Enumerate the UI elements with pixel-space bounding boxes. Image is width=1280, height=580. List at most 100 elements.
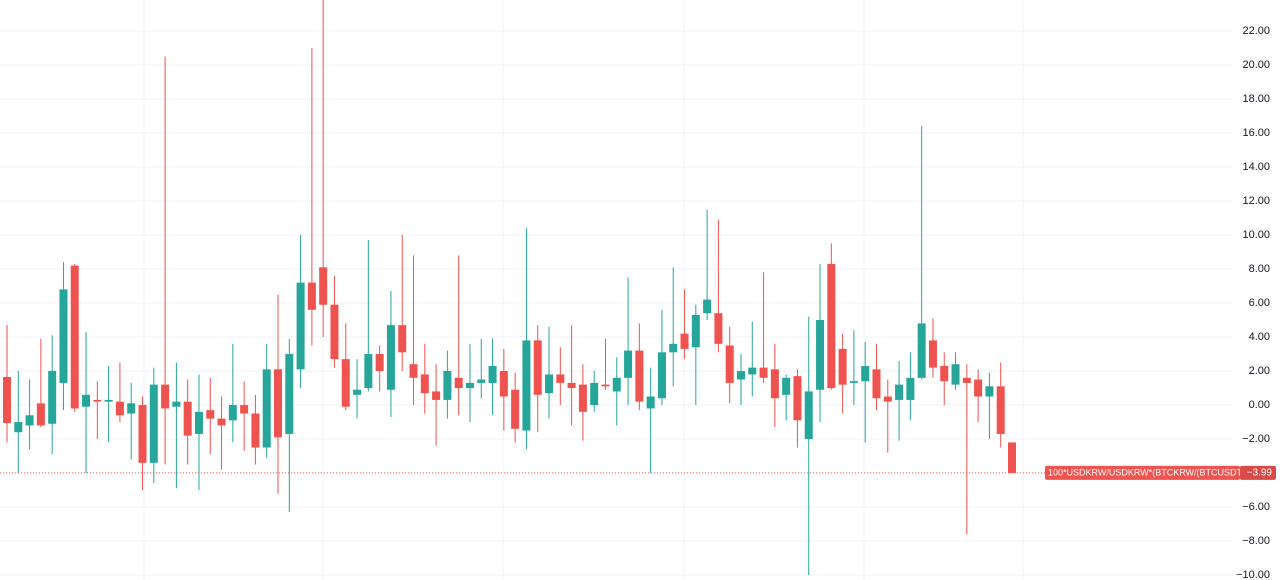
candle-body [861, 365, 870, 382]
candle-body [375, 354, 384, 372]
y-tick-label: −8.00 [1242, 535, 1270, 547]
candle-body [827, 263, 836, 389]
y-tick-label: 20.00 [1242, 59, 1270, 71]
candle-body [985, 386, 994, 397]
candle-body [93, 399, 102, 402]
candle-body [14, 422, 23, 433]
candle-body [443, 371, 452, 400]
y-tick-label: 4.00 [1249, 331, 1270, 343]
candle-body [533, 340, 542, 395]
candle-body [996, 386, 1005, 434]
candle-body [70, 265, 79, 409]
candle-body [703, 299, 712, 314]
y-tick-label: −2.00 [1242, 433, 1270, 445]
candle-body [669, 343, 678, 353]
candle-body [104, 399, 113, 402]
candle-body [635, 350, 644, 402]
last-name-box [1045, 465, 1240, 480]
y-tick-label: 8.00 [1249, 263, 1270, 275]
candle-body [793, 376, 802, 421]
last-name: 100*USDKRW/USDKRW*(BTCKRW/(BTCUSDT*US... [1048, 467, 1266, 477]
candle-body [25, 415, 34, 426]
candle-body [3, 376, 11, 424]
candle-body [194, 411, 203, 434]
candle-body [736, 371, 745, 380]
candle-body [590, 382, 599, 406]
candle-body [183, 401, 192, 436]
candle-body [172, 401, 181, 407]
candle-body [578, 384, 587, 412]
candle-body [48, 371, 57, 424]
candle-body [951, 364, 960, 385]
candle-body [149, 384, 158, 463]
candle-body [409, 364, 418, 378]
candle-body [206, 410, 215, 419]
candle-body [567, 382, 576, 389]
candle-body [804, 391, 813, 440]
y-tick-label: 6.00 [1249, 297, 1270, 309]
candle-body [872, 369, 881, 399]
candle-body [838, 348, 847, 385]
candle-body [895, 384, 904, 400]
candle-body [386, 325, 395, 390]
y-tick-label: 18.00 [1242, 93, 1270, 105]
candle-body [228, 405, 237, 421]
candle-body [307, 282, 316, 310]
candle-body [161, 384, 170, 409]
y-tick-label: 14.00 [1242, 161, 1270, 173]
candle-body [274, 369, 283, 438]
candle-body [691, 314, 700, 348]
y-tick-label: −10.00 [1236, 569, 1270, 580]
y-tick-label: 0.00 [1249, 399, 1270, 411]
candle-body [849, 381, 858, 383]
y-tick-label: 22.00 [1242, 25, 1270, 37]
candle-body [624, 350, 633, 378]
candle-body [782, 377, 791, 395]
candle-body [1008, 442, 1016, 473]
candle-body [217, 418, 226, 426]
candle-body [127, 403, 136, 414]
candle-body [906, 377, 915, 400]
candle-body [714, 313, 723, 344]
candle-body [725, 345, 734, 383]
candle-body [353, 389, 362, 395]
candle-body [917, 323, 926, 378]
candle-body [612, 377, 621, 392]
candle-body [319, 267, 328, 305]
last-value-box [1240, 465, 1276, 480]
candle-body [454, 377, 463, 389]
last-value: −3.99 [1247, 468, 1273, 479]
candle-body [420, 374, 429, 394]
candle-body [59, 289, 68, 383]
candle-body [770, 369, 779, 399]
candle-body [398, 325, 407, 353]
candle-body [511, 389, 520, 429]
y-tick-label: 2.00 [1249, 365, 1270, 377]
candle-body [138, 405, 147, 463]
candle-body [748, 367, 757, 375]
candle-body [432, 391, 441, 400]
candle-body [364, 354, 373, 389]
candle-body [601, 384, 610, 387]
candle-body [759, 367, 768, 378]
candle-body [240, 405, 249, 414]
candle-body [36, 403, 45, 426]
candle-body [522, 340, 531, 431]
candle-body [82, 394, 91, 407]
candle-body [477, 379, 486, 383]
candle-body [646, 396, 655, 409]
candle-body [296, 282, 305, 370]
candle-body [488, 365, 497, 383]
y-tick-label: 10.00 [1242, 229, 1270, 241]
candle-body [940, 365, 949, 382]
candle-body [251, 413, 260, 448]
candle-body [545, 374, 554, 394]
candle-body [262, 369, 271, 448]
candle-body [285, 354, 294, 434]
candle-body [962, 377, 971, 383]
candle-body [330, 304, 339, 360]
candle-body [341, 359, 350, 407]
candle-body [115, 401, 124, 416]
candle-body [556, 374, 565, 383]
